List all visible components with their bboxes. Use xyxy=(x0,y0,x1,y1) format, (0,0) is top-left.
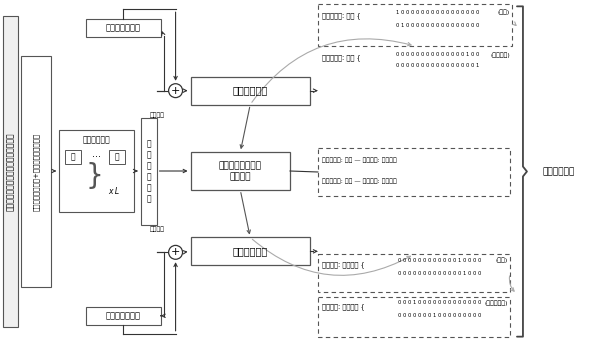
Text: (小明): (小明) xyxy=(498,10,510,15)
Text: 改进级联标注: 改进级联标注 xyxy=(542,167,575,176)
Bar xyxy=(86,19,161,37)
Bar xyxy=(109,150,125,164)
Text: 头实体类型: 机构 {: 头实体类型: 机构 { xyxy=(322,55,361,61)
Text: x L: x L xyxy=(108,187,120,196)
Circle shape xyxy=(169,245,182,259)
Bar xyxy=(318,297,510,336)
Text: 卷积神经网络: 卷积神经网络 xyxy=(83,136,110,145)
Bar xyxy=(191,237,310,265)
Text: 0 0 0 0 0 0 0 0 0 0 0 0 0 0 1 0 0: 0 0 0 0 0 0 0 0 0 0 0 0 0 0 1 0 0 xyxy=(395,52,479,57)
Text: 关系类型: 出生城市 {: 关系类型: 出生城市 { xyxy=(322,261,365,268)
Text: 0 1 0 0 0 0 0 0 0 0 0 0 0 0 0 0 0: 0 1 0 0 0 0 0 0 0 0 0 0 0 0 0 0 0 xyxy=(395,23,479,28)
Bar xyxy=(59,130,134,212)
Text: 句
子
编
码
特
征: 句 子 编 码 特 征 xyxy=(147,139,151,204)
Text: 0 0 0 0 0 0 0 0 0 0 0 0 0 0 0 0 1: 0 0 0 0 0 0 0 0 0 0 0 0 0 0 0 0 1 xyxy=(395,63,479,68)
Text: 块: 块 xyxy=(115,153,119,162)
Text: +: + xyxy=(171,247,180,257)
Text: 0 0 0 0 0 0 0 1 0 0 0 0 0 0 0 0 0: 0 0 0 0 0 0 0 1 0 0 0 0 0 0 0 0 0 xyxy=(398,313,481,318)
Text: 头实体类型: 人物 — 关系类型: 出生时间: 头实体类型: 人物 — 关系类型: 出生时间 xyxy=(322,178,396,184)
Bar xyxy=(318,148,510,196)
Bar xyxy=(86,307,161,325)
Text: }: } xyxy=(86,162,103,190)
Text: 0 0 0 1 0 0 0 0 0 0 0 0 0 0 0 0 0: 0 0 0 1 0 0 0 0 0 0 0 0 0 0 0 0 0 xyxy=(398,300,481,305)
Text: 静态预训练词向量+动态可训练位置向量: 静态预训练词向量+动态可训练位置向量 xyxy=(33,132,39,211)
Bar xyxy=(191,77,310,105)
Bar xyxy=(141,118,157,225)
Text: +: + xyxy=(171,86,180,96)
Text: 自注意力: 自注意力 xyxy=(150,227,165,232)
Text: 0 0 0 0 0 0 0 0 0 0 0 0 1 0 0 0 0: 0 0 0 0 0 0 0 0 0 0 0 0 1 0 0 0 0 xyxy=(398,258,481,263)
Text: (南京): (南京) xyxy=(496,258,508,263)
Bar xyxy=(22,56,51,287)
Text: 自注意力: 自注意力 xyxy=(150,113,165,118)
Bar xyxy=(4,16,19,327)
Bar xyxy=(191,152,290,190)
Text: 1 0 0 0 0 0 0 0 0 0 0 0 0 0 0 0 0: 1 0 0 0 0 0 0 0 0 0 0 0 0 0 0 0 0 xyxy=(395,10,479,15)
Bar xyxy=(318,4,512,46)
Text: 尾实体辅助特征: 尾实体辅助特征 xyxy=(106,311,141,320)
Text: 头实体类型: 人物 — 关系类型: 出生城市: 头实体类型: 人物 — 关系类型: 出生城市 xyxy=(322,157,396,163)
Text: 头实体辅助特征: 头实体辅助特征 xyxy=(106,24,141,33)
Text: (二零零零年): (二零零零年) xyxy=(484,300,508,306)
Bar xyxy=(65,150,81,164)
Text: (第一医院): (第一医院) xyxy=(490,52,510,58)
Text: 小明于二零零零年出生在南京第一医院: 小明于二零零零年出生在南京第一医院 xyxy=(7,132,16,211)
Text: 头实体标注器: 头实体标注器 xyxy=(233,86,268,96)
Circle shape xyxy=(169,84,182,98)
Text: ···: ··· xyxy=(93,152,102,162)
Text: 头实体类型与关系
类型映射: 头实体类型与关系 类型映射 xyxy=(219,161,262,181)
Text: 关系类型: 出生时间 {: 关系类型: 出生时间 { xyxy=(322,304,365,310)
Text: 0 0 0 0 0 0 0 0 0 0 0 0 0 1 0 0 0: 0 0 0 0 0 0 0 0 0 0 0 0 0 1 0 0 0 xyxy=(398,271,481,276)
Text: 块: 块 xyxy=(71,153,75,162)
Text: 尾实体标注器: 尾实体标注器 xyxy=(233,246,268,256)
Bar xyxy=(318,254,510,292)
Text: 头实体类型: 人物 {: 头实体类型: 人物 { xyxy=(322,12,361,19)
